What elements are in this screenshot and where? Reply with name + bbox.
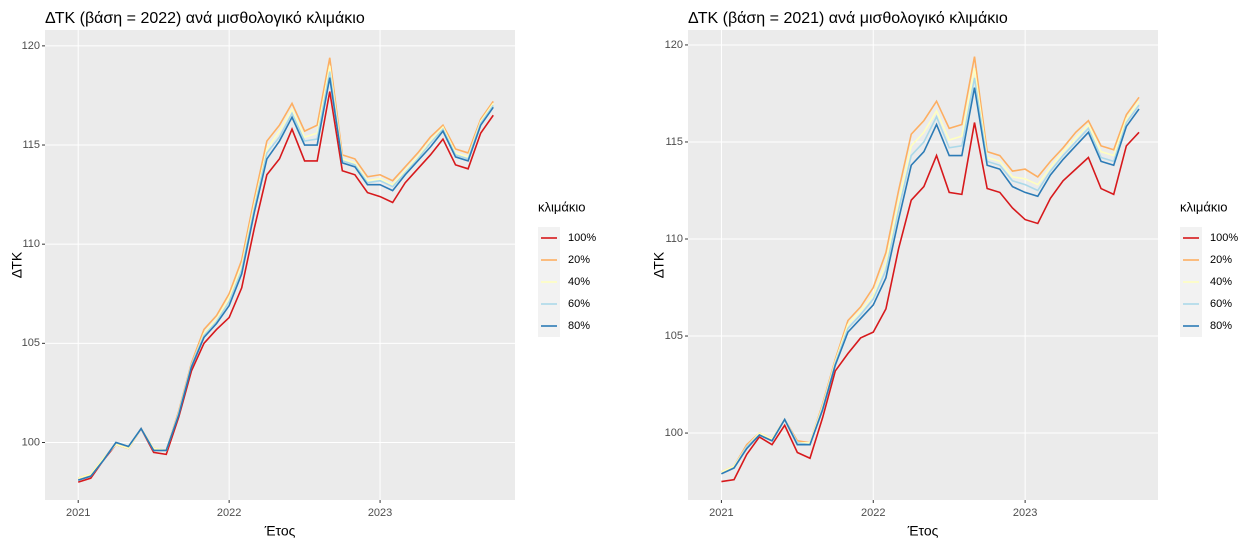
- x-tick-label: 2021: [66, 507, 90, 519]
- legend-label: 80%: [1210, 320, 1232, 332]
- chart-title: ΔΤΚ (βάση = 2021) ανά μισθολογικό κλιμάκ…: [688, 10, 1008, 27]
- x-tick-label: 2022: [217, 507, 241, 519]
- legend-label: 60%: [568, 298, 590, 310]
- y-axis-title: ΔΤΚ: [651, 251, 667, 278]
- series-line: [721, 87, 1140, 475]
- x-axis-title: Έτος: [264, 523, 296, 539]
- legend-label: 40%: [1210, 276, 1232, 288]
- x-axis-title: Έτος: [907, 523, 939, 539]
- legend-label: 80%: [568, 320, 590, 332]
- x-tick-label: 2022: [861, 507, 885, 519]
- legend-title: κλιμάκιο: [538, 199, 586, 214]
- legend-label: 20%: [568, 254, 590, 266]
- legend-label: 100%: [1210, 232, 1238, 244]
- y-tick-label: 120: [665, 39, 683, 51]
- y-tick-label: 115: [22, 139, 40, 151]
- y-tick-label: 110: [22, 238, 40, 250]
- y-tick-label: 100: [22, 436, 40, 448]
- legend-label: 60%: [1210, 298, 1232, 310]
- y-tick-label: 115: [665, 136, 683, 148]
- plot-background: [688, 30, 1158, 500]
- x-tick-label: 2021: [709, 507, 733, 519]
- x-tick-label: 2023: [1013, 507, 1037, 519]
- legend-label: 40%: [568, 276, 590, 288]
- y-tick-label: 120: [22, 40, 40, 52]
- series-line: [721, 122, 1140, 483]
- plot-background: [45, 30, 515, 500]
- legend-title: κλιμάκιο: [1180, 199, 1228, 214]
- x-tick-label: 2023: [368, 507, 392, 519]
- chart-title: ΔΤΚ (βάση = 2022) ανά μισθολογικό κλιμάκ…: [45, 10, 365, 27]
- y-tick-label: 110: [665, 233, 683, 245]
- legend-label: 20%: [1210, 254, 1232, 266]
- series-line: [77, 77, 494, 481]
- y-tick-label: 105: [22, 337, 40, 349]
- y-axis-title: ΔΤΚ: [9, 251, 25, 278]
- legend-label: 100%: [568, 232, 596, 244]
- y-tick-label: 100: [665, 427, 683, 439]
- y-tick-label: 105: [665, 330, 683, 342]
